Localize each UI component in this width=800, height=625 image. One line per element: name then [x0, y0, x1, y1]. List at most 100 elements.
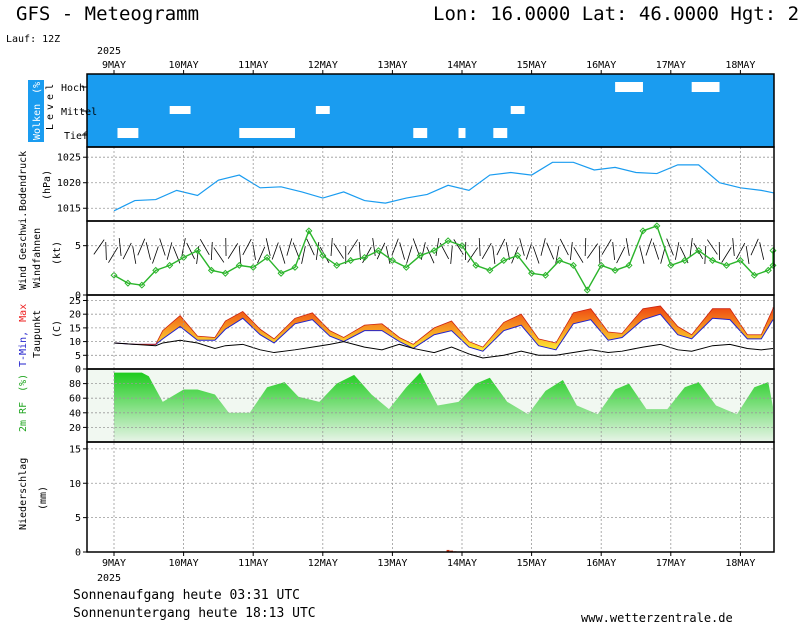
year-top: 2025 — [97, 46, 121, 57]
cloud-cover-area — [87, 74, 774, 147]
cloud-label-box — [28, 80, 44, 142]
wind-speed-point — [653, 222, 661, 230]
cloud-gap — [117, 128, 139, 138]
wind-speed-point — [569, 261, 577, 269]
wind-panel: 50 Wind Geschwi. Windfahnen (kt) — [18, 212, 777, 302]
day-label-top: 11MAY — [238, 60, 268, 71]
wind-barb — [559, 238, 569, 256]
wind-speed-point — [430, 247, 438, 255]
wind-speed-point — [374, 247, 383, 255]
level-tief: Tief — [64, 131, 88, 142]
wind-barb — [612, 242, 615, 260]
tick-label: 0 — [75, 548, 81, 559]
tick-label: 5 — [75, 351, 81, 362]
wind-speed-point — [180, 253, 188, 262]
precipitation-unit: (mm) — [38, 486, 49, 510]
wind-barb — [645, 238, 653, 256]
cloud-label-unit: (%) — [32, 76, 43, 94]
cloud-label: Wolken (%) — [32, 76, 43, 140]
precipitation-ticks: 15 10 5 0 — [69, 444, 87, 559]
wind-barb — [93, 239, 105, 255]
wind-barb — [426, 246, 435, 264]
cloud-gap — [510, 106, 525, 114]
wind-barb — [358, 241, 361, 261]
wind-barb — [519, 238, 525, 256]
wind-barb — [301, 246, 306, 264]
pressure-grid — [87, 156, 774, 209]
wind-barb — [435, 238, 440, 256]
wind-barb — [732, 237, 735, 257]
wind-barb — [450, 245, 453, 265]
cloud-gap — [315, 106, 330, 114]
pressure-label: Bodendruck — [18, 151, 29, 211]
site-credit: www.wetterzentrale.de — [581, 611, 733, 625]
wind-barb — [199, 239, 210, 255]
precipitation-panel: 15 10 5 0 Niederschlag (mm) — [18, 444, 774, 559]
wind-barb — [666, 238, 674, 256]
precipitation-bar — [446, 549, 450, 552]
wind-barb — [721, 247, 732, 263]
tick-label: 10 — [69, 337, 81, 348]
cloud-gap — [458, 128, 466, 138]
wind-speed-line — [113, 225, 774, 292]
wind-speed-point — [333, 261, 341, 269]
wind-speed-point — [124, 279, 132, 287]
day-label-bottom: 18MAY — [725, 558, 755, 569]
wind-barb — [213, 247, 225, 263]
wind-speed-point — [458, 242, 466, 250]
wind-speed-point — [514, 251, 522, 260]
wind-barb — [122, 242, 132, 260]
wind-barb — [257, 246, 266, 264]
day-labels-bottom: 9MAY 10MAY 11MAY 12MAY 13MAY 14MAY 15MAY 16MAY 1… — [102, 558, 756, 569]
wind-barb — [210, 241, 213, 261]
wind-barb — [399, 242, 406, 260]
cloud-gap — [169, 106, 191, 114]
wind-barb — [105, 241, 107, 261]
chart-title: GFS - Meteogramm — [16, 3, 199, 25]
day-label-bottom: 10MAY — [169, 558, 199, 569]
wind-barb — [108, 247, 119, 263]
t-min-line — [113, 313, 774, 352]
wind-speed-point — [583, 286, 591, 294]
humidity-ticks: 80 60 40 20 — [69, 379, 87, 434]
tick-label: 0 — [75, 365, 81, 376]
wind-speed-point — [166, 261, 174, 269]
wind-barb — [616, 246, 626, 264]
wind-barb — [227, 243, 239, 259]
wind-barb — [587, 243, 598, 259]
wind-barb — [118, 238, 122, 256]
wind-speed-point — [750, 271, 758, 279]
wind-speed-point — [709, 256, 717, 265]
wind-speed-point — [444, 237, 452, 245]
wind-barb — [242, 238, 252, 256]
wind-speed-point — [249, 263, 257, 271]
wind-barb — [759, 242, 765, 260]
wind-speed-point — [235, 261, 243, 269]
wind-speed-point — [528, 269, 536, 277]
wind-speed-point — [597, 261, 605, 269]
tick-label: 5 — [75, 241, 81, 252]
wind-barb — [505, 242, 511, 260]
wind-barb — [132, 246, 137, 264]
tick-label: 25 — [69, 296, 81, 307]
tick-label: 10 — [69, 479, 81, 490]
cloud-gap — [615, 82, 643, 92]
pressure-ticks: 1025 1020 1015 — [57, 153, 87, 215]
wind-ticks: 50 — [75, 241, 87, 302]
tick-label: 80 — [69, 379, 81, 390]
humidity-label-main: 2m RF — [18, 402, 29, 432]
wind-barbs-label: Windfahnen — [32, 228, 43, 288]
cloud-label-main: Wolken — [32, 104, 43, 140]
pressure-frame — [87, 147, 774, 221]
wind-barb — [279, 246, 286, 264]
day-label-top: 14MAY — [447, 60, 477, 71]
panel-frames — [86, 73, 775, 553]
level-hoch: Hoch — [61, 83, 85, 94]
level-mittel: Mittel — [61, 107, 97, 118]
wind-barb — [532, 246, 540, 264]
temperature-band — [114, 305, 773, 352]
year-bottom: 2025 — [97, 573, 121, 584]
wind-barb — [496, 238, 506, 256]
day-label-top: 9MAY — [102, 60, 126, 71]
humidity-area — [114, 372, 773, 442]
